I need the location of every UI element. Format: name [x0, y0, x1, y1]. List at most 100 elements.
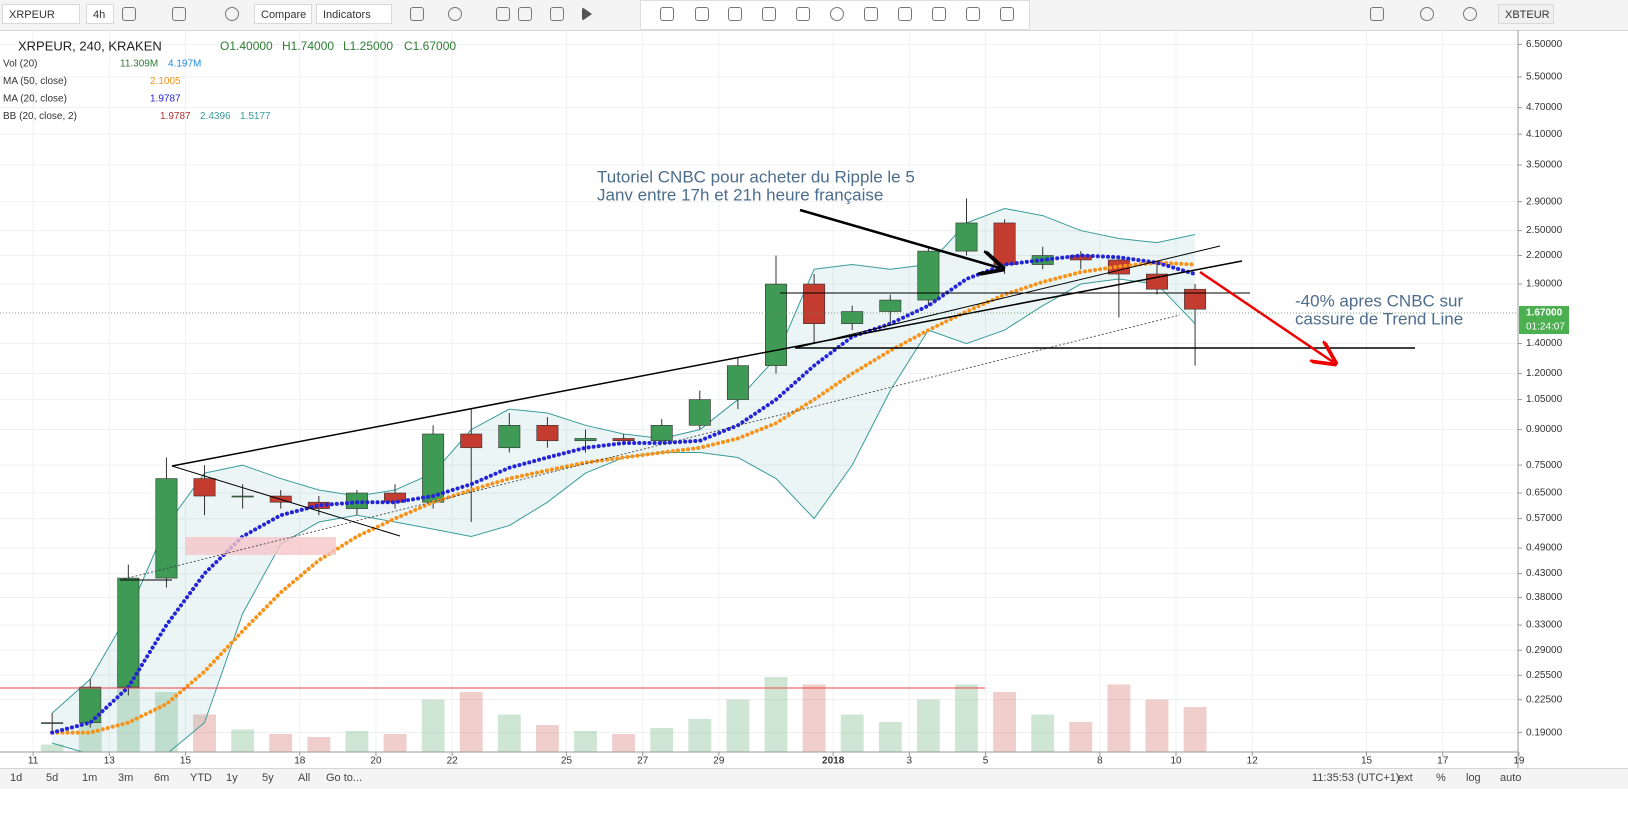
y-tick-label: 2.90000: [1526, 196, 1563, 207]
fullscreen-icon[interactable]: [550, 7, 564, 21]
y-tick-label: 0.75000: [1526, 460, 1563, 471]
volume-bar: [307, 737, 331, 752]
volume-bar: [1183, 707, 1207, 752]
x-tick-label: 5: [983, 756, 989, 767]
tool-icon[interactable]: [695, 7, 709, 21]
goto-button[interactable]: Go to...: [326, 772, 363, 784]
candle-body: [536, 425, 559, 442]
tool-icon[interactable]: [966, 7, 980, 21]
range-button[interactable]: 1d: [10, 772, 23, 784]
range-button[interactable]: 1m: [82, 772, 98, 784]
range-button[interactable]: 3m: [118, 772, 134, 784]
range-button[interactable]: 5d: [46, 772, 59, 784]
icon[interactable]: [1370, 7, 1384, 21]
price-label: 1.67000: [1526, 308, 1563, 319]
tool-icon[interactable]: [864, 7, 878, 21]
scale-option[interactable]: %: [1436, 772, 1446, 784]
compare-button[interactable]: Compare: [254, 4, 312, 24]
volume-bar: [459, 692, 483, 752]
tool-icon[interactable]: [728, 7, 742, 21]
range-button[interactable]: 5y: [262, 772, 274, 784]
volume-bar: [840, 714, 864, 752]
range-button[interactable]: All: [298, 772, 311, 784]
settings-icon[interactable]: [225, 7, 239, 21]
volume-bar: [497, 714, 521, 752]
ohlc-value: O1.40000: [220, 39, 273, 53]
play-icon[interactable]: [582, 7, 592, 21]
drawing-toolbar: [640, 0, 1030, 30]
candle-body: [879, 299, 902, 312]
y-tick-label: 1.05000: [1526, 394, 1563, 405]
range-button[interactable]: 1y: [226, 772, 238, 784]
redo-icon[interactable]: [518, 7, 532, 21]
price-label-box: [1519, 306, 1569, 320]
candle-body: [574, 438, 597, 442]
undo-icon[interactable]: [496, 7, 510, 21]
highlight-zone: [185, 537, 336, 555]
cloud-icon[interactable]: [1463, 7, 1477, 21]
tool-icon[interactable]: [1000, 7, 1014, 21]
indicator-value: 1.9787: [160, 111, 191, 122]
tool-icon[interactable]: [660, 7, 674, 21]
drawings: [0, 208, 1518, 689]
tool-icon[interactable]: [830, 7, 844, 21]
scale-option[interactable]: ext: [1398, 772, 1413, 784]
legend-title: XRPEUR, 240, KRAKEN: [18, 38, 162, 53]
icon[interactable]: [122, 7, 136, 21]
scale-option[interactable]: log: [1466, 772, 1481, 784]
trend-line: [794, 245, 1221, 349]
y-tick-label: 0.65000: [1526, 488, 1563, 499]
x-tick-label: 15: [1361, 756, 1373, 767]
symbol-input[interactable]: XRPEUR: [2, 4, 80, 24]
scale-option[interactable]: auto: [1500, 772, 1522, 784]
candle-body: [193, 478, 216, 497]
clock: 11:35:53 (UTC+1): [1312, 772, 1400, 784]
trend-line: [171, 260, 1243, 467]
volume-bar: [802, 684, 826, 752]
interval-button[interactable]: 4h: [86, 4, 114, 24]
ohlc-value: H1.74000: [282, 39, 334, 53]
x-tick-label: 17: [1437, 756, 1449, 767]
symbol2-input[interactable]: XBTEUR: [1498, 4, 1554, 24]
candle-body: [155, 478, 178, 579]
y-tick-label: 0.43000: [1526, 568, 1563, 579]
y-tick-label: 0.19000: [1526, 727, 1563, 738]
arrow: [1199, 270, 1333, 362]
volume-bar: [726, 699, 750, 752]
volume-bar: [1069, 722, 1093, 752]
y-tick-label: 5.50000: [1526, 72, 1563, 83]
x-tick-label: 11: [28, 756, 39, 767]
x-tick-label: 20: [370, 756, 382, 767]
bottom-toolbar: 1d 5d 1m 3m 6m YTD 1y 5y All Go to... 11:35:53 (UT…: [0, 768, 1628, 789]
candle-body: [498, 425, 521, 449]
indicator-name: MA (50, close): [3, 76, 67, 87]
tool-icon[interactable]: [762, 7, 776, 21]
x-tick-label: 13: [104, 756, 116, 767]
volume-bar: [993, 692, 1017, 752]
volume-bar: [1107, 684, 1131, 752]
y-tick-label: 2.50000: [1526, 225, 1563, 236]
indicators-button[interactable]: Indicators: [316, 4, 392, 24]
y-tick-label: 0.90000: [1526, 424, 1563, 435]
volume-bar: [1031, 714, 1055, 752]
candle-body: [384, 492, 406, 503]
cloud-icon[interactable]: [1420, 7, 1434, 21]
y-tick-label: 0.33000: [1526, 620, 1563, 631]
volume-bar: [40, 744, 64, 752]
icon[interactable]: [172, 7, 186, 21]
icon[interactable]: [410, 7, 424, 21]
tool-icon[interactable]: [932, 7, 946, 21]
tool-icon[interactable]: [898, 7, 912, 21]
volume-bar: [1145, 699, 1169, 752]
y-tick-label: 0.29000: [1526, 645, 1563, 656]
candle-body: [307, 501, 330, 509]
volume-bar: [650, 728, 674, 752]
icon[interactable]: [448, 7, 462, 21]
indicator-value: 11.309M: [120, 59, 158, 70]
chart: Tutoriel CNBC pour acheter du Ripple le …: [0, 30, 1569, 768]
range-button[interactable]: 6m: [154, 772, 170, 784]
annotation: Tutoriel CNBC pour acheter du Ripple le …: [597, 167, 915, 186]
tool-icon[interactable]: [796, 7, 810, 21]
range-button[interactable]: YTD: [190, 772, 212, 784]
